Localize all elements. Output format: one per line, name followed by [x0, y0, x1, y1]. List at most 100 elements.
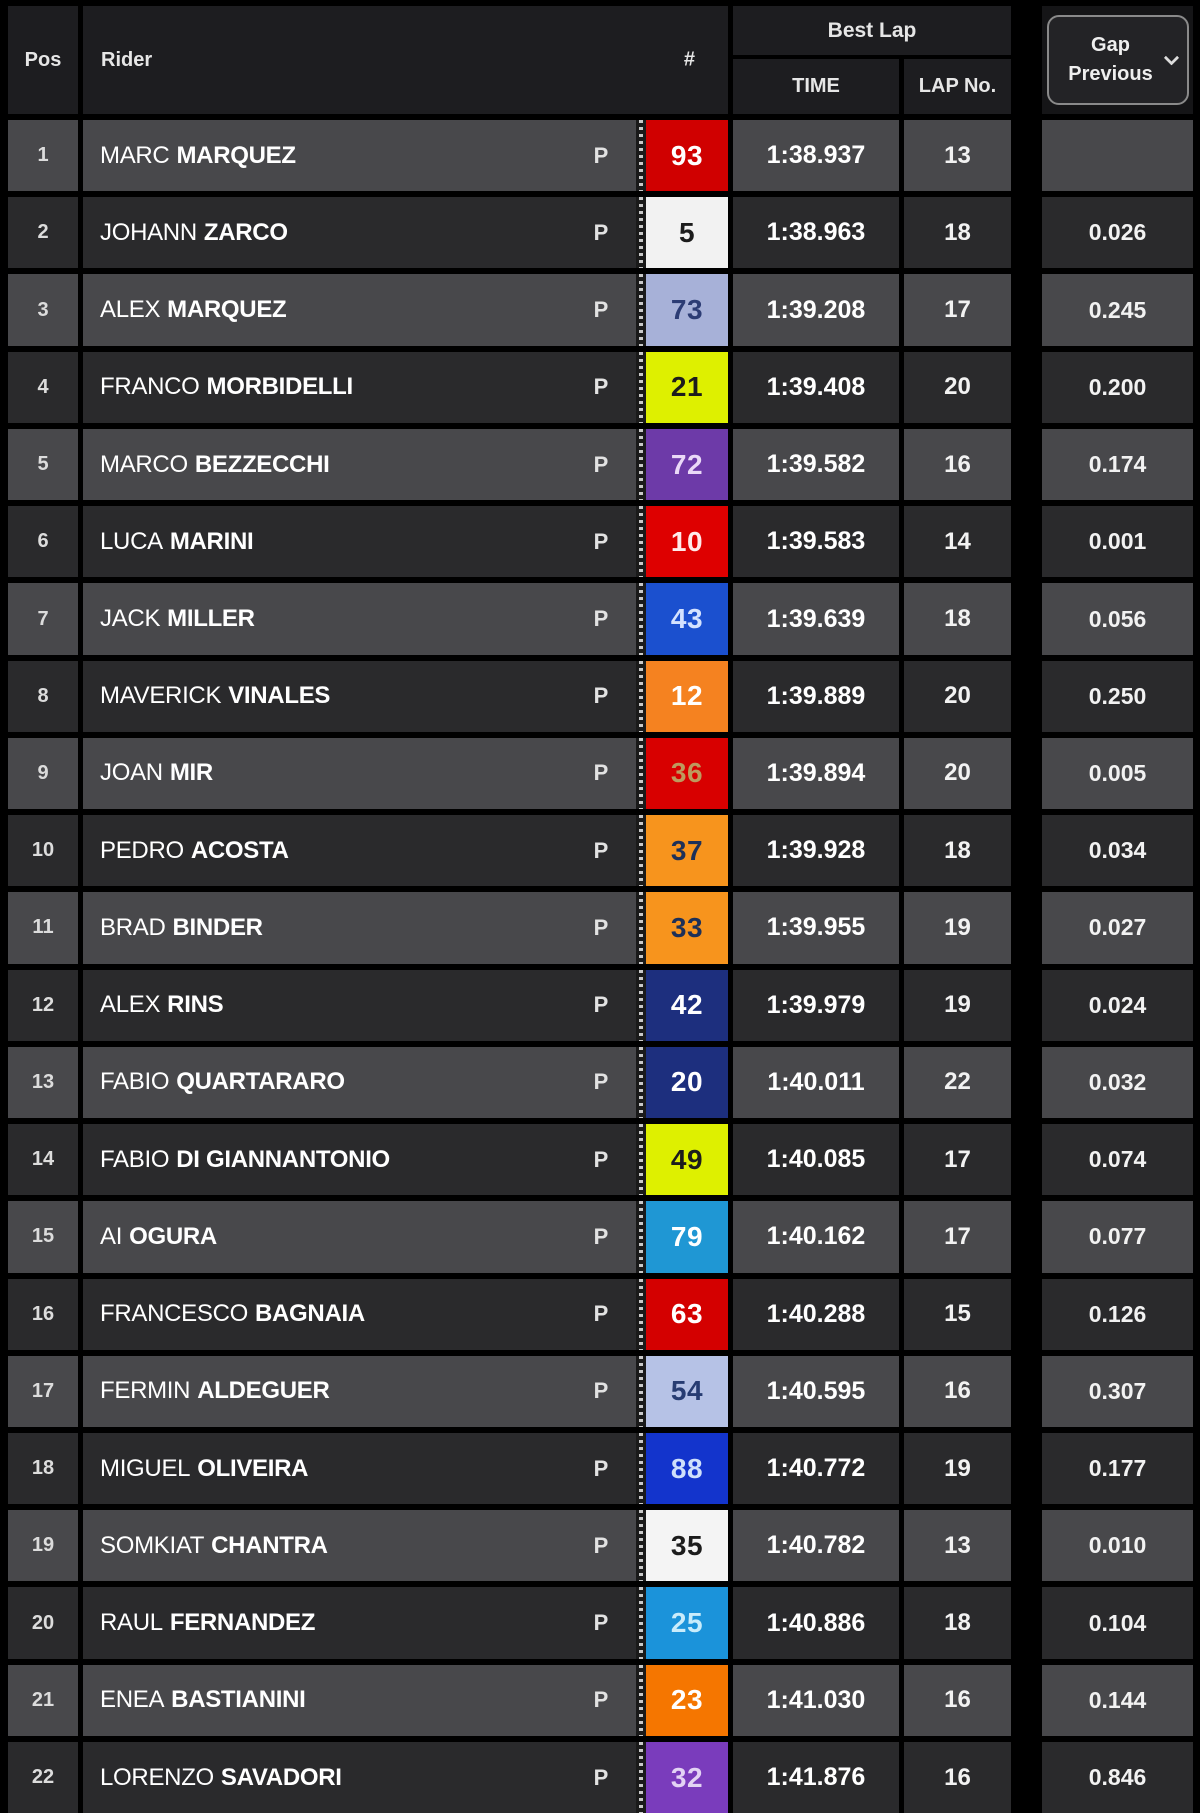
best-lap-time-cell: 1:41.030 [733, 1664, 899, 1736]
column-divider [1011, 1587, 1042, 1659]
col-header-rider: Rider # [83, 6, 728, 114]
rider-p-icon: P [593, 1610, 609, 1636]
rider-row[interactable]: 15 AI OGURA P 79 1:40.162 17 0.077 [8, 1201, 1193, 1273]
position-cell: 15 [8, 1201, 78, 1273]
rider-row[interactable]: 18 MIGUEL OLIVEIRA P 88 1:40.772 19 0.17… [8, 1432, 1193, 1505]
column-divider [728, 1201, 733, 1273]
best-lap-time-cell: 1:39.889 [733, 660, 899, 732]
rider-row[interactable]: 8 MAVERICK VINALES P 12 1:39.889 20 0.25… [8, 660, 1193, 732]
rider-number-badge: 43 [646, 583, 728, 655]
lap-number-cell: 18 [904, 1587, 1011, 1659]
rider-row[interactable]: 3 ALEX MARQUEZ P 73 1:39.208 17 0.245 [8, 274, 1193, 346]
rider-first-name: JACK [100, 605, 161, 633]
rider-p-icon: P [593, 606, 609, 632]
rider-row[interactable]: 22 LORENZO SAVADORI P 32 1:41.876 16 0.8… [8, 1741, 1193, 1813]
position-cell: 7 [8, 583, 78, 655]
column-divider [899, 660, 904, 732]
column-divider [78, 1201, 83, 1273]
gap-mode-dropdown[interactable]: Gap Previous [1046, 15, 1189, 105]
rider-first-name: ENEA [100, 1686, 165, 1714]
position-cell: 1 [8, 120, 78, 192]
gap-previous-cell: 0.104 [1042, 1587, 1193, 1659]
column-divider [1011, 1278, 1042, 1350]
rider-first-name: ALEX [100, 991, 161, 1019]
rider-number-badge: 93 [646, 120, 728, 192]
number-plate-perforation [636, 1046, 646, 1119]
rider-p-icon: P [593, 451, 609, 477]
rider-row[interactable]: 5 MARCO BEZZECCHI P 72 1:39.582 16 0.174 [8, 428, 1193, 501]
rider-row[interactable]: 6 LUCA MARINI P 10 1:39.583 14 0.001 [8, 506, 1193, 578]
column-divider [1011, 1510, 1042, 1582]
rider-first-name: LUCA [100, 527, 163, 555]
gap-column-header: Gap Previous [1042, 6, 1193, 114]
number-plate-perforation [636, 1278, 646, 1350]
best-lap-header-label: Best Lap [733, 6, 1011, 59]
column-divider [78, 1432, 83, 1505]
rider-row[interactable]: 17 FERMIN ALDEGUER P 54 1:40.595 16 0.30… [8, 1355, 1193, 1427]
column-divider [1011, 197, 1042, 269]
rider-row[interactable]: 9 JOAN MIR P 36 1:39.894 20 0.005 [8, 737, 1193, 810]
rider-row[interactable]: 14 FABIO DI GIANNANTONIO P 49 1:40.085 1… [8, 1124, 1193, 1196]
rider-row[interactable]: 13 FABIO QUARTARARO P 20 1:40.011 22 0.0… [8, 1046, 1193, 1119]
rider-row[interactable]: 1 MARC MARQUEZ P 93 1:38.937 13 [8, 120, 1193, 192]
best-lap-time-cell: 1:40.772 [733, 1432, 899, 1505]
rider-row[interactable]: 16 FRANCESCO BAGNAIA P 63 1:40.288 15 0.… [8, 1278, 1193, 1350]
rider-number-badge: 72 [646, 428, 728, 501]
column-divider [78, 1046, 83, 1119]
rider-p-icon: P [593, 1378, 609, 1404]
rider-number-badge: 36 [646, 737, 728, 810]
rider-cell: AI OGURA P [83, 1201, 636, 1273]
gap-previous-cell: 0.126 [1042, 1278, 1193, 1350]
rider-row[interactable]: 2 JOHANN ZARCO P 5 1:38.963 18 0.026 [8, 197, 1193, 269]
rider-cell: LORENZO SAVADORI P [83, 1741, 636, 1813]
column-divider [78, 1741, 83, 1813]
gap-previous-cell: 0.034 [1042, 815, 1193, 887]
gap-mode-line2: Previous [1068, 63, 1153, 85]
column-divider [899, 1124, 904, 1196]
position-cell: 20 [8, 1587, 78, 1659]
rider-row[interactable]: 21 ENEA BASTIANINI P 23 1:41.030 16 0.14… [8, 1664, 1193, 1736]
position-cell: 16 [8, 1278, 78, 1350]
position-cell: 2 [8, 197, 78, 269]
column-divider [78, 120, 83, 192]
rider-last-name: BINDER [172, 913, 263, 941]
rider-row[interactable]: 10 PEDRO ACOSTA P 37 1:39.928 18 0.034 [8, 815, 1193, 887]
column-divider [1011, 1124, 1042, 1196]
rider-last-name: SAVADORI [220, 1763, 342, 1791]
rider-row[interactable]: 4 FRANCO MORBIDELLI P 21 1:39.408 20 0.2… [8, 351, 1193, 423]
lap-number-cell: 18 [904, 197, 1011, 269]
number-plate-perforation [636, 660, 646, 732]
best-lap-subheaders: TIME LAP No. [733, 59, 1011, 114]
lap-number-cell: 15 [904, 1278, 1011, 1350]
best-lap-time-cell: 1:38.963 [733, 197, 899, 269]
rider-row[interactable]: 7 JACK MILLER P 43 1:39.639 18 0.056 [8, 583, 1193, 655]
lap-number-cell: 16 [904, 428, 1011, 501]
rider-first-name: JOHANN [100, 218, 197, 246]
gap-previous-cell: 0.144 [1042, 1664, 1193, 1736]
rider-row[interactable]: 20 RAUL FERNANDEZ P 25 1:40.886 18 0.104 [8, 1587, 1193, 1659]
rider-first-name: AI [100, 1222, 123, 1250]
rider-row[interactable]: 12 ALEX RINS P 42 1:39.979 19 0.024 [8, 969, 1193, 1041]
column-divider [1011, 351, 1042, 423]
column-divider [728, 197, 733, 269]
rider-cell: MIGUEL OLIVEIRA P [83, 1432, 636, 1505]
column-divider [1011, 583, 1042, 655]
rider-number-badge: 54 [646, 1355, 728, 1427]
lap-number-cell: 16 [904, 1664, 1011, 1736]
rider-p-icon: P [593, 528, 609, 554]
rider-last-name: ZARCO [203, 218, 288, 246]
number-plate-perforation [636, 120, 646, 192]
position-cell: 14 [8, 1124, 78, 1196]
column-divider [899, 583, 904, 655]
gap-previous-cell: 0.174 [1042, 428, 1193, 501]
rider-last-name: ALDEGUER [197, 1377, 330, 1405]
lap-number-cell: 20 [904, 351, 1011, 423]
rider-row[interactable]: 11 BRAD BINDER P 33 1:39.955 19 0.027 [8, 892, 1193, 964]
column-divider [728, 1741, 733, 1813]
rider-first-name: FABIO [100, 1145, 170, 1173]
column-divider [1011, 1664, 1042, 1736]
column-divider [899, 1741, 904, 1813]
rider-last-name: QUARTARARO [176, 1068, 345, 1096]
column-divider [899, 737, 904, 810]
rider-row[interactable]: 19 SOMKIAT CHANTRA P 35 1:40.782 13 0.01… [8, 1510, 1193, 1582]
